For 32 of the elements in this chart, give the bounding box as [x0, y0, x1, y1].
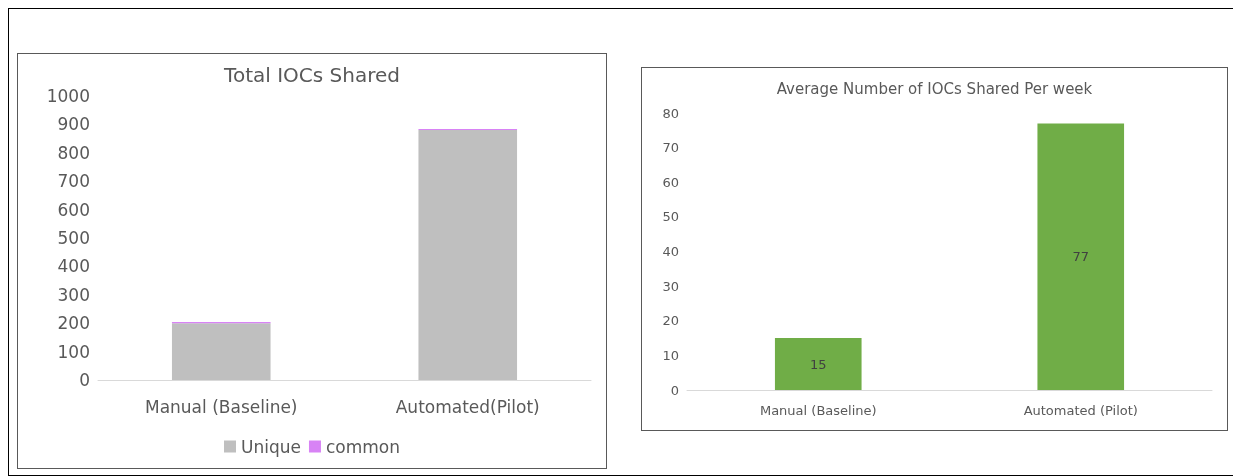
y-tick-label: 400 — [57, 256, 90, 277]
y-tick-label: 0 — [79, 370, 90, 390]
bar — [418, 130, 518, 380]
y-tick-label: 600 — [57, 199, 90, 220]
y-tick-label: 10 — [662, 347, 679, 363]
y-tick-label: 70 — [662, 140, 679, 156]
legend-label: Unique — [241, 436, 301, 457]
y-tick-label: 500 — [57, 228, 90, 248]
y-tick-label: 20 — [662, 313, 679, 329]
y-tick-label: 50 — [662, 209, 679, 225]
x-tick-label: Automated(Pilot) — [395, 396, 540, 417]
y-tick-label: 100 — [57, 341, 90, 362]
chart-title: Total IOCs Shared — [223, 63, 400, 87]
chart-title: Average Number of IOCs Shared Per week — [776, 79, 1093, 98]
y-tick-label: 300 — [57, 284, 90, 305]
x-tick-label: Manual (Baseline) — [144, 396, 298, 417]
data-label: 15 — [809, 356, 827, 372]
y-tick-label: 700 — [57, 171, 90, 192]
y-tick-label: 1000 — [46, 86, 90, 106]
y-tick-label: 40 — [662, 244, 679, 259]
y-tick-label: 0 — [670, 382, 679, 398]
bar — [171, 323, 271, 380]
y-tick-label: 200 — [57, 313, 90, 334]
y-tick-label: 60 — [662, 174, 679, 190]
legend-label: common — [325, 436, 401, 457]
y-tick-label: 30 — [662, 278, 679, 294]
x-tick-label: Manual (Baseline) — [759, 403, 877, 418]
x-tick-label: Automated (Pilot) — [1023, 403, 1138, 418]
y-tick-label: 800 — [57, 142, 90, 163]
data-label: 77 — [1072, 249, 1090, 265]
y-tick-label: 80 — [662, 105, 679, 121]
y-tick-label: 900 — [57, 114, 90, 135]
